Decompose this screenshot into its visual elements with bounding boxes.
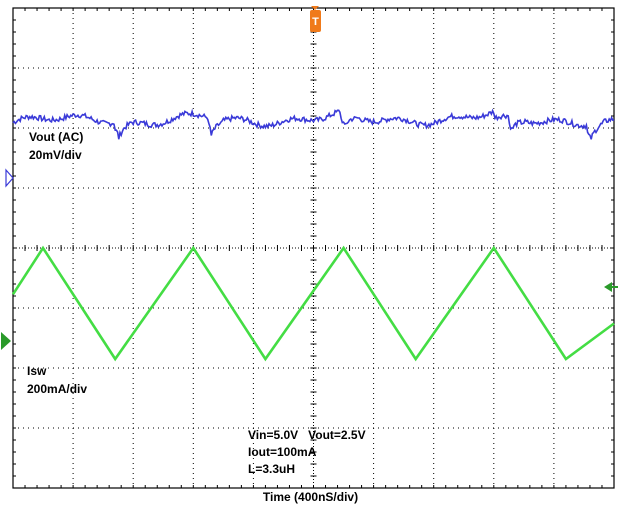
ch2-trigger-level-icon <box>604 282 618 292</box>
conditions-line-2: Iout=100mA <box>248 445 317 459</box>
ch1-scale-label: 20mV/div <box>29 148 82 162</box>
vout-trace <box>12 108 615 140</box>
ch2-scale-label: 200mA/div <box>27 382 87 396</box>
ch1-ground-marker-icon <box>5 168 14 188</box>
conditions-line-3: L=3.3uH <box>248 462 295 476</box>
grid <box>12 7 615 489</box>
conditions-line-1: Vin=5.0V Vout=2.5V <box>248 428 366 442</box>
ch2-ground-marker-icon <box>1 332 11 350</box>
trigger-marker-icon: T <box>310 6 321 32</box>
trigger-label: T <box>312 16 319 28</box>
x-axis-label: Time (400nS/div) <box>262 490 359 504</box>
ch2-name-label: Isw <box>27 364 47 378</box>
isw-trace <box>11 245 615 362</box>
ch1-name-label: Vout (AC) <box>29 130 83 144</box>
